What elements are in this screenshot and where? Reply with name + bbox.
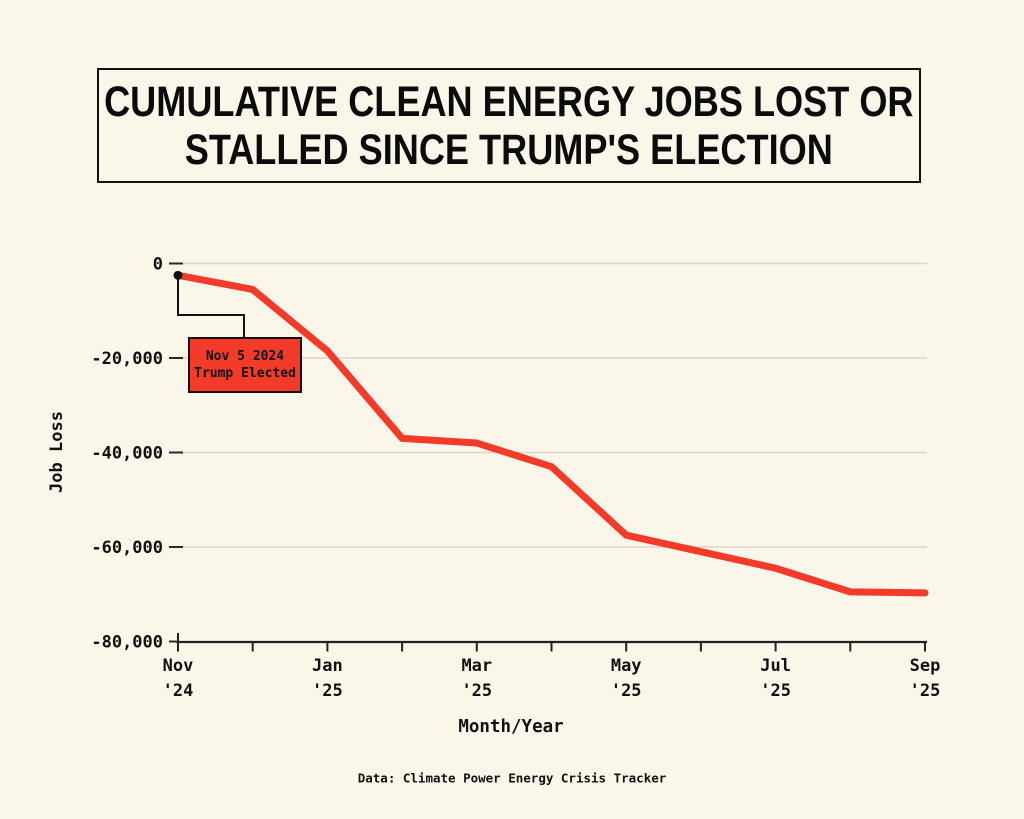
annotation-line2: Trump Elected [194, 366, 296, 381]
x-tick-label: May '25 [611, 656, 642, 701]
y-tick-label: -60,000 [91, 538, 163, 558]
start-point-dot [173, 270, 183, 280]
annotation-connector [177, 275, 245, 338]
x-tick-label: Nov '24 [163, 656, 194, 701]
y-tick-label: -20,000 [91, 349, 163, 369]
y-tick-label: -80,000 [91, 633, 163, 653]
chart-title-line1: CUMULATIVE CLEAN ENERGY JOBS LOST OR [104, 77, 914, 126]
job-loss-line [174, 271, 929, 597]
x-tick-label: Jul '25 [760, 656, 791, 701]
x-tick-label: Jan '25 [312, 656, 343, 701]
data-source-credit: Data: Climate Power Energy Crisis Tracke… [357, 770, 667, 786]
y-axis-label: Job Loss [47, 411, 67, 493]
x-axis-label: Month/Year [458, 717, 564, 737]
y-tick-label: -40,000 [91, 444, 163, 464]
x-tick-label: Sep '25 [910, 656, 941, 701]
x-tick-label: Mar '25 [461, 656, 492, 701]
annotation-line1: Nov 5 2024 [205, 349, 285, 364]
y-tick-label: 0 [153, 255, 163, 275]
chart-title-line2: STALLED SINCE TRUMP'S ELECTION [184, 125, 834, 174]
chart-title-box: CUMULATIVE CLEAN ENERGY JOBS LOST OR STA… [97, 68, 921, 183]
annotation-callout: Nov 5 2024 Trump Elected [188, 337, 302, 393]
